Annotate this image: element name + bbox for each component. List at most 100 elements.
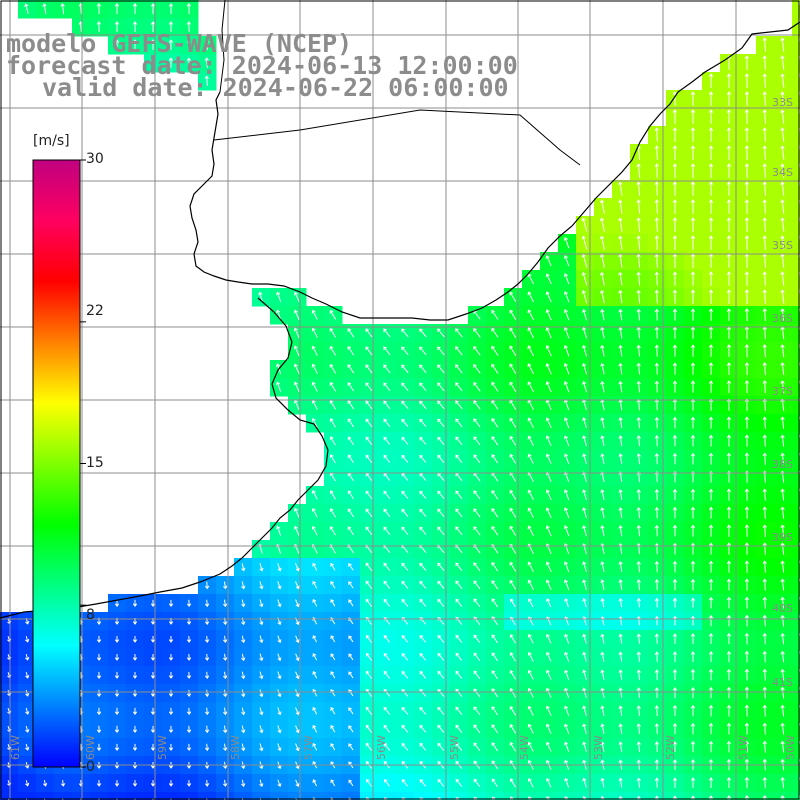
wind-arrow-head [419, 761, 424, 765]
wind-arrow-head [582, 723, 587, 728]
border-line-inland [213, 109, 581, 166]
wind-arrow [583, 688, 587, 698]
wind-arrow-head [168, 639, 174, 643]
wind-arrow-head [527, 525, 532, 530]
wind-arrow [473, 634, 481, 644]
wind-arrow-head [672, 127, 678, 131]
wind-arrow-head [636, 705, 641, 709]
wind-arrow-head [311, 381, 316, 386]
wind-arrow [473, 364, 481, 374]
wind-arrow-head [114, 783, 120, 787]
wind-arrow [582, 290, 588, 304]
wind-arrow-head [150, 21, 156, 25]
wind-arrow-head [599, 253, 605, 258]
wind-arrow-head [672, 362, 678, 367]
wind-arrow-head [401, 454, 406, 459]
wind-arrow-head [473, 490, 478, 494]
wind-arrow [764, 615, 766, 627]
wind-arrow [437, 346, 445, 356]
wind-arrow-head [204, 747, 210, 752]
wind-arrow-head [708, 181, 714, 185]
wind-arrow [401, 599, 409, 607]
wind-arrow-head [744, 776, 750, 781]
wind-arrow [656, 634, 658, 644]
wind-arrow-head [276, 291, 281, 296]
wind-arrow [383, 689, 391, 697]
border-line [219, 0, 226, 93]
wind-arrow [491, 652, 499, 662]
wind-arrow [509, 310, 517, 320]
wind-arrow [764, 597, 766, 609]
wind-arrow [383, 491, 391, 499]
wind-arrow [365, 707, 373, 715]
wind-arrow [259, 292, 263, 302]
wind-arrow-head [690, 326, 696, 330]
wind-arrow-head [708, 452, 714, 457]
wind-arrow-head [726, 722, 732, 727]
wind-arrow [764, 254, 766, 268]
wind-arrow-head [365, 508, 370, 513]
wind-arrow [365, 364, 373, 374]
wind-arrow-head [600, 453, 605, 457]
wind-arrow-head [509, 309, 514, 314]
wind-cell [36, 792, 55, 800]
wind-arrow-head [726, 632, 732, 637]
wind-arrow-head [401, 382, 405, 387]
wind-arrow-head [419, 346, 423, 351]
wind-cell [792, 486, 800, 505]
wind-arrow [509, 508, 517, 518]
wind-arrow-head [600, 687, 605, 692]
wind-arrow-head [241, 621, 246, 626]
wind-arrow [546, 255, 552, 267]
wind-arrow [527, 327, 535, 339]
wind-arrow [656, 453, 658, 465]
wind-arrow [638, 688, 640, 698]
wind-arrow [295, 743, 299, 751]
wind-arrow-head [762, 506, 767, 511]
wind-arrow-head [311, 507, 316, 512]
wind-arrow-head [419, 418, 423, 423]
wind-arrow-head [186, 747, 192, 752]
wind-arrow-head [545, 651, 550, 656]
wind-arrow-head [509, 688, 514, 692]
wind-arrow-head [365, 670, 370, 675]
wind-arrow [224, 707, 226, 715]
wind-cell [792, 108, 800, 127]
wind-arrow-head [563, 507, 568, 512]
wind-arrow-head [473, 418, 477, 422]
wind-arrow [437, 653, 445, 661]
wind-cell [792, 504, 800, 523]
wind-arrow [455, 382, 463, 392]
lon-label-61w: 61W [9, 735, 22, 760]
wind-arrow [764, 651, 766, 663]
wind-arrow [528, 652, 534, 662]
wind-arrow-head [690, 777, 696, 781]
wind-arrow [437, 581, 445, 589]
wind-arrow [656, 579, 658, 591]
wind-arrow [564, 652, 570, 662]
wind-arrow-head [509, 598, 514, 603]
wind-arrow [383, 328, 391, 338]
wind-arrow-head [383, 490, 388, 495]
wind-arrow-head [259, 765, 264, 770]
wind-arrow-head [312, 761, 317, 765]
wind-arrow [295, 725, 299, 733]
wind-arrow [528, 508, 534, 518]
wind-arrow [528, 454, 534, 464]
wind-arrow-head [473, 436, 478, 441]
wind-arrow [419, 707, 427, 715]
wind-arrow-head [330, 689, 335, 693]
wind-arrow [491, 580, 499, 590]
wind-arrow-head [762, 686, 767, 691]
wind-arrow [491, 634, 499, 644]
wind-arrow-head [437, 472, 442, 477]
wind-arrow-head [600, 705, 605, 710]
wind-arrow-head [437, 562, 441, 567]
wind-arrow-head [347, 418, 352, 423]
wind-arrow [583, 634, 587, 644]
wind-arrow-head [582, 616, 587, 620]
wind-cell [792, 414, 800, 433]
wind-arrow [473, 652, 481, 662]
wind-arrow [294, 310, 300, 320]
wind-arrow [583, 706, 587, 716]
